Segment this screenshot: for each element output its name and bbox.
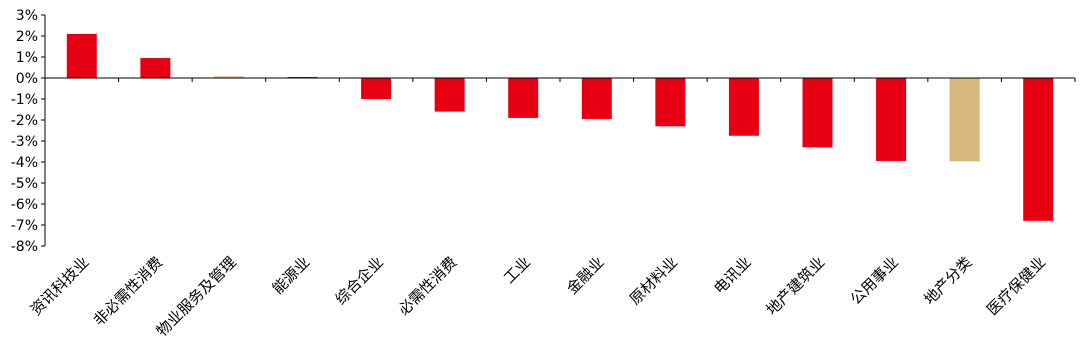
x-tick-label: 原材料业 — [626, 253, 681, 308]
y-tick-label: -2% — [11, 113, 38, 129]
x-tick-label: 综合企业 — [332, 253, 387, 308]
x-tick-label: 资讯科技业 — [27, 253, 93, 319]
x-tick-label: 电讯业 — [710, 253, 755, 298]
x-tick-label: 公用事业 — [847, 253, 902, 308]
bar — [508, 78, 539, 118]
bar — [655, 78, 686, 127]
y-tick-label: -4% — [11, 155, 38, 171]
bar — [1023, 78, 1054, 221]
bar — [876, 78, 907, 161]
x-tick-label: 金融业 — [563, 253, 608, 298]
bar — [213, 76, 244, 78]
y-tick-label: 2% — [16, 29, 38, 45]
x-tick-label: 医疗保健业 — [983, 253, 1049, 319]
x-tick-label: 地产分类 — [920, 253, 975, 308]
category-labels: 资讯科技业非必需性消费物业服务及管理 能源业 综合企业 必需性消费 工业 金融业 原材料业电… — [27, 253, 1049, 340]
x-tick-label: 地产建筑业 — [763, 253, 829, 319]
y-tick-label: 1% — [16, 50, 38, 66]
x-tick-label: 必需性消费 — [395, 253, 461, 319]
bar — [949, 78, 980, 162]
bar — [140, 58, 171, 78]
x-tick-label: 非必需性消费 — [90, 253, 166, 329]
bar — [66, 33, 97, 78]
y-tick-label: -8% — [11, 239, 38, 255]
y-tick-label: 0% — [16, 71, 38, 87]
bar — [434, 78, 465, 112]
bar — [361, 78, 392, 99]
y-tick-label: -6% — [11, 197, 38, 213]
bar — [581, 78, 612, 119]
y-tick-label: -5% — [11, 176, 38, 192]
bar — [728, 78, 759, 136]
bar — [802, 78, 833, 148]
y-tick-label: -7% — [11, 218, 38, 234]
bars — [66, 33, 1054, 221]
y-axis: 3% 2% 1% 0% -1% -2% -3% -4% -5% -6% -7% -8% — [11, 8, 46, 255]
y-tick-label: -1% — [11, 92, 38, 108]
x-tick-label: 能源业 — [269, 253, 314, 298]
x-tick-label: 工业 — [500, 253, 534, 287]
x-axis — [44, 77, 1076, 82]
y-tick-label: 3% — [16, 8, 38, 24]
bar — [287, 76, 318, 78]
y-tick-label: -3% — [11, 134, 38, 150]
